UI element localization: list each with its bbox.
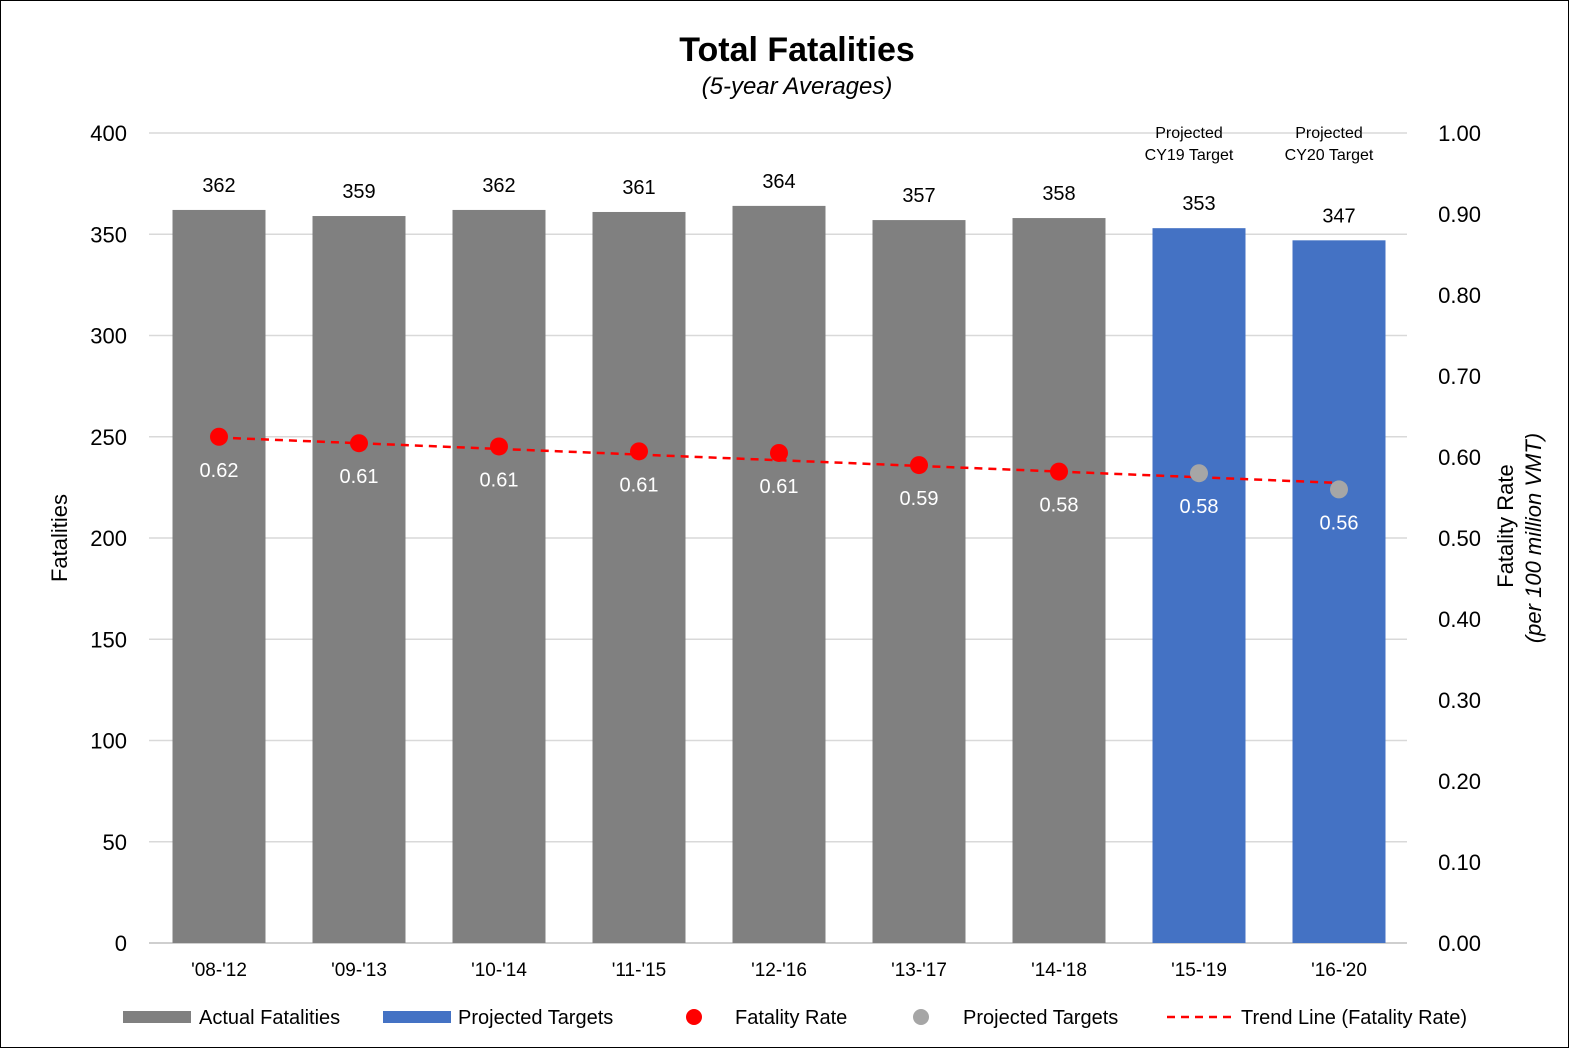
annotation-line2: CY19 Target	[1145, 147, 1234, 164]
bar	[452, 209, 546, 943]
rate-point	[630, 442, 648, 461]
y2-axis-label-line1: Fatality Rate	[1493, 464, 1518, 588]
x-tick-label: '14-'18	[1031, 960, 1087, 981]
y-tick-label: 250	[90, 425, 127, 450]
y-tick-label: 0	[115, 931, 127, 956]
legend-swatch-point	[913, 1009, 929, 1025]
x-tick-label: '08-'12	[191, 960, 247, 981]
legend: Actual Fatalities Projected Targets Fatali…	[123, 1007, 1467, 1029]
annotation-line1: Projected	[1155, 125, 1223, 142]
chart-subtitle: (5-year Averages)	[702, 73, 893, 100]
y2-tick-label: 0.80	[1438, 283, 1481, 308]
legend-label: Actual Fatalities	[199, 1007, 340, 1029]
bar	[1292, 240, 1386, 943]
bar	[732, 205, 826, 943]
bar-value-label: 364	[762, 171, 795, 193]
label-layer: 0 50 100 150 200 250 300 350 400 0.00 0.10 0.20 0.30…	[90, 121, 1481, 981]
bar-value-label: 361	[622, 177, 655, 199]
legend-label: Fatality Rate	[735, 1007, 847, 1029]
y2-tick-label: 1.00	[1438, 121, 1481, 146]
y2-tick-label: 0.10	[1438, 850, 1481, 875]
rate-point	[770, 443, 788, 462]
rate-point	[910, 456, 928, 475]
rate-value-label: 0.61	[480, 469, 519, 491]
rate-value-label: 0.59	[900, 488, 939, 510]
bar-value-label: 353	[1182, 193, 1215, 215]
y-tick-label: 350	[90, 222, 127, 247]
bar	[872, 220, 966, 943]
rate-value-label: 0.58	[1040, 495, 1079, 517]
x-tick-label: '10-'14	[471, 960, 527, 981]
legend-label: Projected Targets	[458, 1007, 613, 1029]
rate-value-label: 0.62	[200, 460, 239, 482]
legend-label: Projected Targets	[963, 1007, 1118, 1029]
chart-title: Total Fatalities	[679, 31, 915, 69]
x-tick-label: '11-'15	[612, 960, 666, 981]
y-tick-label: 100	[90, 729, 127, 754]
y-tick-label: 150	[90, 627, 127, 652]
x-tick-label: '13-'17	[891, 960, 947, 981]
legend-swatch-bar	[123, 1011, 191, 1023]
rate-value-label: 0.56	[1320, 512, 1359, 534]
rate-value-label: 0.61	[760, 476, 799, 498]
point-layer	[210, 427, 1348, 499]
bar-value-label: 357	[902, 185, 935, 207]
y-tick-label: 50	[103, 830, 127, 855]
bar	[592, 211, 686, 944]
legend-swatch-bar	[383, 1011, 451, 1023]
annotation-line2: CY20 Target	[1285, 147, 1374, 164]
bar	[312, 216, 406, 943]
x-tick-label: '15-'19	[1171, 960, 1227, 981]
x-tick-label: '12-'16	[751, 960, 807, 981]
y2-tick-label: 0.90	[1438, 202, 1481, 227]
rate-point	[350, 434, 368, 453]
rate-point	[1190, 464, 1208, 483]
y2-tick-label: 0.40	[1438, 607, 1481, 632]
y2-tick-label: 0.70	[1438, 364, 1481, 389]
y2-axis-label-line2: (per 100 million VMT)	[1521, 433, 1546, 643]
y2-tick-label: 0.50	[1438, 526, 1481, 551]
y-tick-label: 400	[90, 121, 127, 146]
bar-value-label: 362	[202, 175, 235, 197]
y-axis-label: Fatalities	[47, 494, 72, 582]
rate-point	[490, 437, 508, 456]
y2-tick-label: 0.30	[1438, 688, 1481, 713]
bar-layer	[172, 205, 1386, 944]
bar-value-label: 358	[1042, 183, 1075, 205]
legend-label: Trend Line (Fatality Rate)	[1241, 1007, 1467, 1029]
x-tick-label: '09-'13	[331, 960, 387, 981]
rate-value-label: 0.61	[620, 474, 659, 496]
rate-point	[1050, 462, 1068, 481]
annotation-line1: Projected	[1295, 125, 1363, 142]
rate-point	[1330, 480, 1348, 499]
rate-point	[210, 427, 228, 446]
x-tick-label: '16-'20	[1311, 960, 1367, 981]
bar-value-label: 362	[482, 175, 515, 197]
y-tick-label: 300	[90, 324, 127, 349]
y2-tick-label: 0.00	[1438, 931, 1481, 956]
bar-value-label: 359	[342, 181, 375, 203]
bar	[172, 209, 266, 943]
y2-tick-label: 0.60	[1438, 445, 1481, 470]
bar-value-label: 347	[1322, 205, 1355, 227]
bar	[1152, 228, 1246, 944]
y-tick-label: 200	[90, 526, 127, 551]
rate-value-label: 0.61	[340, 466, 379, 488]
legend-swatch-point	[686, 1009, 702, 1025]
bar	[1012, 218, 1106, 944]
rate-value-label: 0.58	[1180, 496, 1219, 518]
y2-tick-label: 0.20	[1438, 769, 1481, 794]
